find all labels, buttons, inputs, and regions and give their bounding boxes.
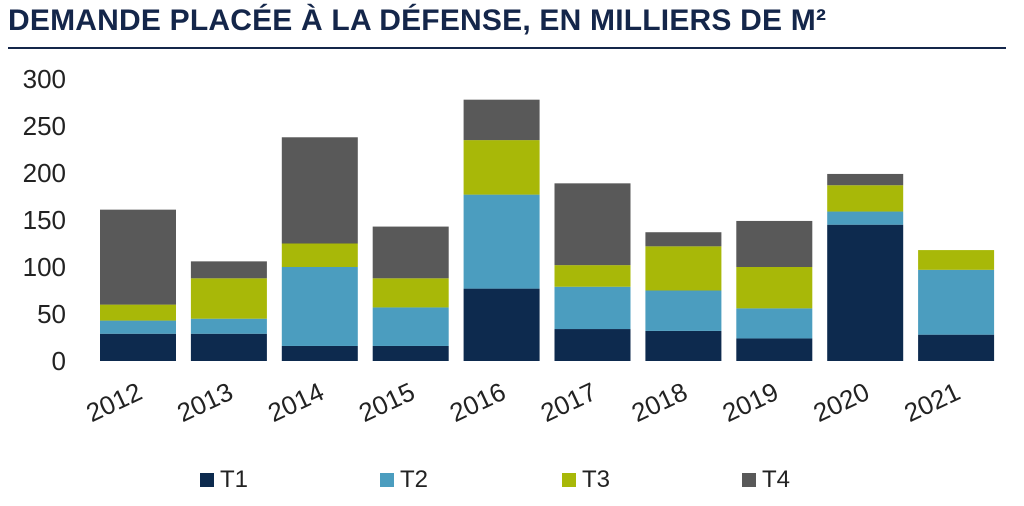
y-tick-label: 50	[37, 299, 66, 329]
legend-swatch	[200, 473, 214, 487]
bar-segment-t3-2018	[645, 246, 722, 291]
legend-item-t2: T2	[380, 466, 428, 494]
bar-segment-t1-2013	[190, 333, 267, 361]
y-tick-label: 100	[23, 252, 66, 282]
bar-segment-t1-2012	[100, 333, 176, 361]
legend-label: T3	[582, 466, 611, 493]
legend-label: T1	[220, 466, 249, 493]
legend-swatch	[380, 473, 394, 487]
bar-segment-t1-2014	[281, 345, 358, 361]
chart-title: DEMANDE PLACÉE À LA DÉFENSE, EN MILLIERS…	[8, 4, 827, 37]
x-tick-label: 2020	[809, 376, 874, 428]
bar-segment-t2-2015	[372, 307, 449, 346]
stacked-bar-chart: 0 50 100 150 200 250 300 2012 2013 2014 2015 2016 20…	[23, 64, 995, 428]
bar-segment-t1-2021	[918, 334, 995, 361]
bar-segment-t4-2017	[554, 183, 631, 266]
bar-segment-t2-2017	[554, 286, 631, 330]
legend-label: T2	[400, 466, 429, 493]
x-tick-label: 2016	[445, 376, 510, 428]
bar-segment-t4-2014	[281, 137, 358, 244]
bar-segment-t4-2012	[100, 209, 176, 305]
x-tick-label: 2018	[627, 376, 692, 428]
bar-segment-t2-2014	[281, 267, 358, 346]
bar-segment-t4-2013	[190, 261, 267, 279]
x-tick-label: 2019	[718, 376, 783, 428]
y-tick-label: 250	[23, 111, 66, 141]
bar-segment-t3-2015	[372, 278, 449, 308]
bar-segment-t4-2018	[645, 232, 722, 247]
bar-segment-t1-2015	[372, 345, 449, 361]
legend-label: T4	[762, 466, 791, 493]
bar-segment-t2-2019	[736, 308, 813, 339]
x-tick-label: 2014	[263, 376, 328, 428]
y-tick-label: 0	[52, 346, 66, 376]
bar-segment-t2-2013	[190, 318, 267, 334]
bar-segment-t4-2015	[372, 226, 449, 279]
x-tick-label: 2017	[536, 376, 601, 428]
x-tick-label: 2021	[900, 376, 965, 428]
chart-legend: T1 T2 T3 T4	[0, 466, 1024, 506]
bar-segment-t1-2018	[645, 330, 722, 361]
legend-swatch	[742, 473, 756, 487]
bar-segment-t3-2013	[190, 278, 267, 319]
bar-segment-t2-2012	[100, 320, 176, 334]
bar-segment-t3-2017	[554, 265, 631, 287]
title-underline	[8, 47, 1006, 49]
bar-segment-t2-2016	[463, 194, 540, 289]
bar-segment-t1-2017	[554, 329, 631, 361]
bar-segment-t3-2021	[918, 250, 995, 270]
bar-segment-t1-2016	[463, 288, 540, 361]
bar-segment-t2-2021	[918, 269, 995, 335]
legend-swatch	[562, 473, 576, 487]
legend-item-t1: T1	[200, 466, 248, 494]
x-tick-label: 2013	[172, 376, 237, 428]
bar-segment-t4-2020	[827, 173, 904, 186]
bar-segment-t1-2019	[736, 338, 813, 361]
legend-item-t3: T3	[562, 466, 610, 494]
bar-segment-t1-2020	[827, 224, 904, 361]
x-tick-label: 2012	[81, 376, 146, 428]
bar-segment-t3-2012	[100, 304, 176, 321]
legend-item-t4: T4	[742, 466, 790, 494]
bar-segment-t4-2016	[463, 99, 540, 141]
bar-segment-t2-2020	[827, 211, 904, 225]
y-tick-label: 200	[23, 158, 66, 188]
bar-segment-t2-2018	[645, 290, 722, 331]
bar-segment-t3-2014	[281, 243, 358, 267]
bar-segment-t3-2020	[827, 185, 904, 212]
bar-segment-t4-2019	[736, 220, 813, 267]
bar-segment-t3-2019	[736, 267, 813, 309]
y-tick-label: 300	[23, 64, 66, 94]
y-tick-label: 150	[23, 205, 66, 235]
x-tick-label: 2015	[354, 376, 419, 428]
bar-segment-t3-2016	[463, 140, 540, 195]
